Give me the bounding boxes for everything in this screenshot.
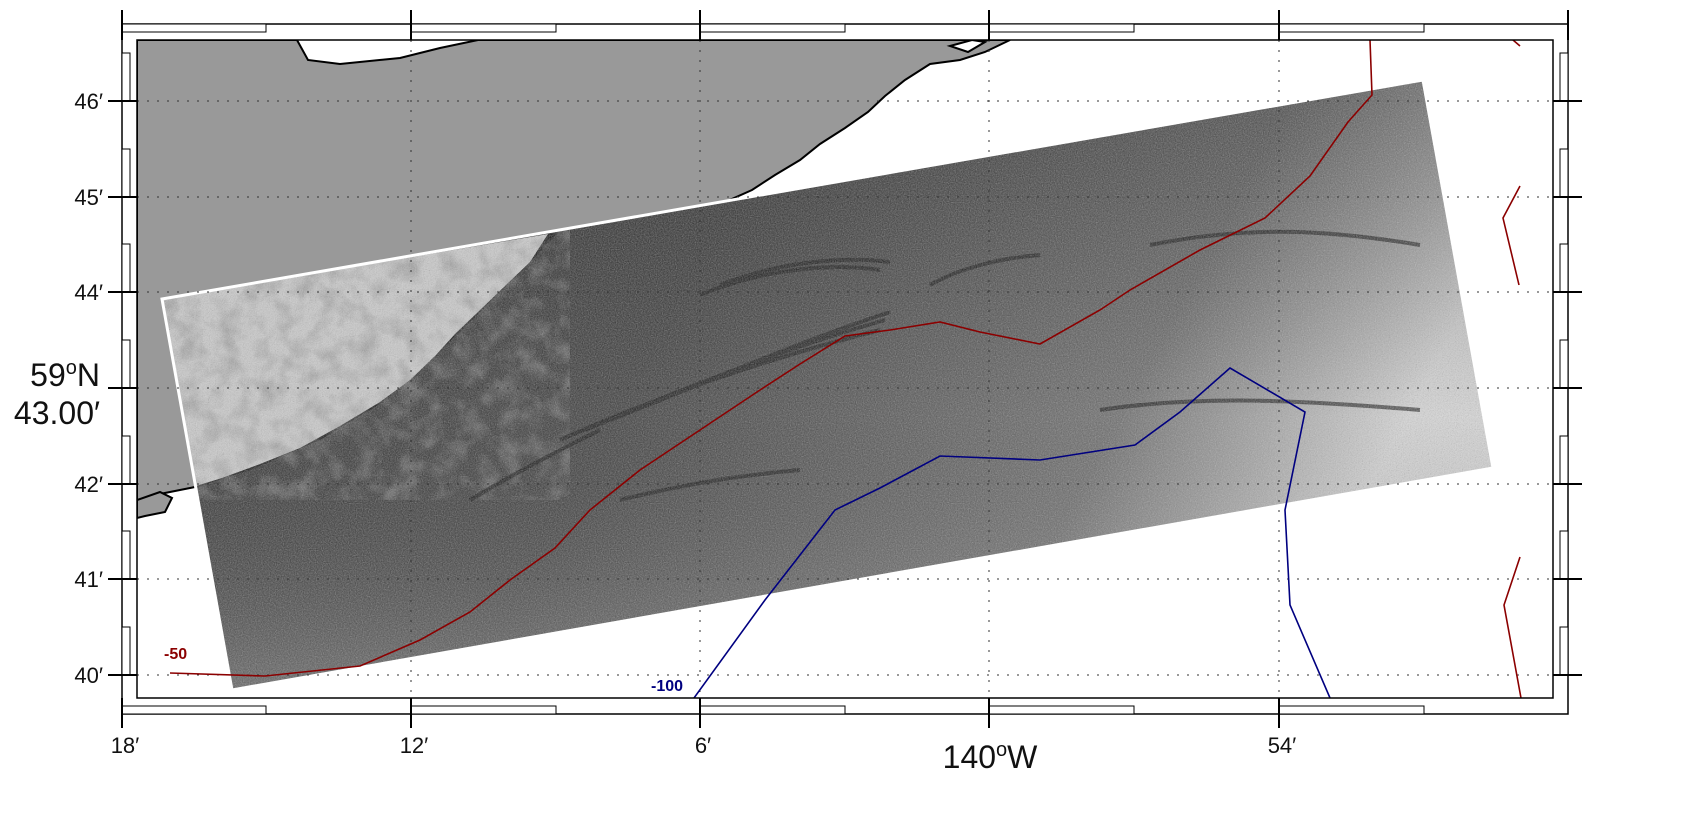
- contour-line-50m-east-3: [1512, 40, 1521, 47]
- island-small: [946, 40, 988, 54]
- contour-label-100: -100: [651, 678, 683, 695]
- sonar-strip-outline: [160, 78, 1495, 692]
- map-frame: [108, 10, 1582, 728]
- latitude-minutes-text: 43.00′: [14, 395, 100, 431]
- contour-line-100m: [693, 367, 1331, 698]
- latitude-title: 59oN 43.00′: [14, 357, 100, 431]
- lat-tick-label: 41′: [74, 567, 103, 592]
- lat-tick-label: 46′: [74, 89, 103, 114]
- island-left: [137, 490, 174, 520]
- latitude-degree-text: 59oN: [30, 357, 100, 393]
- lat-tick-label: 40′: [74, 663, 103, 688]
- lat-tick-label: 42′: [74, 472, 103, 497]
- lat-tick-label: 44′: [74, 280, 103, 305]
- longitude-title: 140oW: [943, 739, 1039, 775]
- longitude-labels: 18′ 12′ 6′ 54′: [111, 733, 1297, 758]
- graticule: [137, 40, 1553, 698]
- latitude-labels: 46′ 45′ 44′ 42′ 41′ 40′: [74, 89, 103, 688]
- lon-tick-label: 54′: [1268, 733, 1297, 758]
- lon-tick-label: 18′: [111, 733, 140, 758]
- lon-tick-label: 6′: [695, 733, 711, 758]
- contour-line-50m-east-2: [1503, 556, 1522, 698]
- contour-line-50m-east-1: [1502, 185, 1521, 286]
- contour-line-50m: [169, 40, 1373, 677]
- lat-tick-label: 45′: [74, 185, 103, 210]
- lon-tick-label: 12′: [400, 733, 429, 758]
- contour-label-50: -50: [164, 646, 187, 663]
